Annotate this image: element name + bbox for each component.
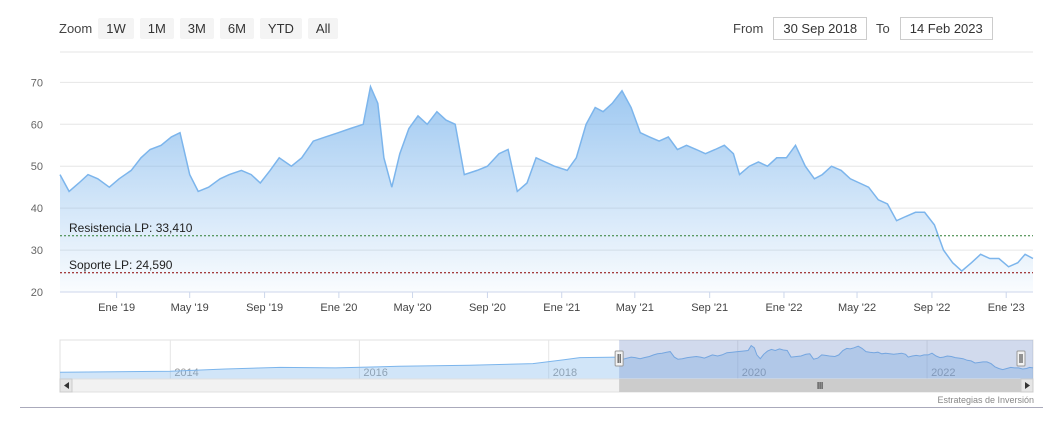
from-date-input[interactable]: 30 Sep 2018 [773,17,868,40]
arrow-right-icon [1025,382,1030,389]
to-date-input[interactable]: 14 Feb 2023 [899,17,993,40]
x-tick-label: Ene '20 [320,302,357,314]
range-to: To 14 Feb 2023 [876,17,993,40]
price-line [59,84,1034,272]
x-tick-label: May '20 [393,302,431,314]
zoom-ytd-button[interactable]: YTD [259,17,302,39]
y-tick-label: 40 [31,203,43,215]
zoom-3m-button[interactable]: 3M [179,17,214,39]
x-tick-label: Ene '23 [988,302,1025,314]
zoom-bar: Zoom 1W 1M 3M 6M YTD All [59,16,344,40]
from-label: From [733,21,764,36]
x-tick-label: Ene '21 [543,302,580,314]
range-from: From 30 Sep 2018 [733,17,868,40]
resistance-label: Resistencia LP: 33,410 [69,221,193,235]
y-tick-label: 70 [31,77,43,89]
y-tick-label: 60 [31,119,43,131]
x-tick-label: Sep '21 [691,302,728,314]
x-tick-label: Sep '22 [913,302,950,314]
zoom-label: Zoom [59,20,93,36]
zoom-1w-button[interactable]: 1W [98,17,134,39]
support-label: Soporte LP: 24,590 [69,258,173,272]
x-tick-label: Ene '22 [765,302,802,314]
x-tick-label: May '21 [616,302,654,314]
navigator-selection[interactable] [619,340,1033,379]
arrow-left-icon [64,382,69,389]
navigator-right-handle[interactable] [1016,350,1026,367]
navigator-frame [59,339,1034,380]
y-tick-label: 30 [31,245,43,257]
zoom-all-button[interactable]: All [307,17,339,39]
x-tick-label: Sep '20 [469,302,506,314]
bottom-divider [20,407,1043,408]
navigator-left-handle[interactable] [614,350,624,367]
x-tick-label: May '22 [838,302,876,314]
x-tick-label: May '19 [171,302,209,314]
zoom-6m-button[interactable]: 6M [219,17,254,39]
navigator-year-label: 2018 [553,367,577,379]
navigator-line [59,344,1034,373]
y-tick-label: 20 [31,287,43,299]
navigator-year-label: 2020 [742,367,766,379]
x-tick-label: Ene '19 [98,302,135,314]
y-tick-label: 50 [31,161,43,173]
x-tick-label: Sep '19 [246,302,283,314]
navigator-year-label: 2022 [931,367,955,379]
price-area [60,86,1033,292]
zoom-1m-button[interactable]: 1M [139,17,174,39]
to-label: To [876,21,890,36]
navigator-year-label: 2016 [363,367,387,379]
credits: Estrategias de Inversión [937,395,1034,405]
